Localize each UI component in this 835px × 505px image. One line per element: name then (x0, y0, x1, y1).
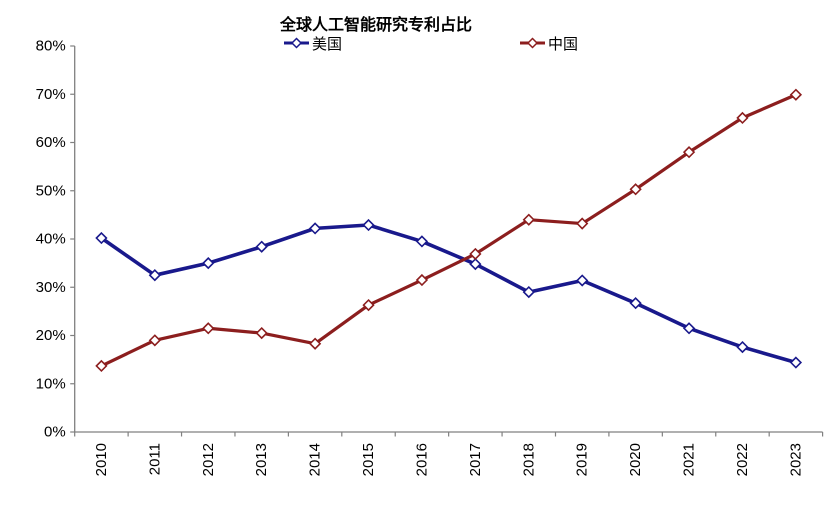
x-axis-label: 2019 (574, 443, 591, 476)
data-point-1 (736, 111, 749, 125)
data-point-0 (95, 231, 108, 245)
x-axis-label: 2016 (413, 443, 430, 476)
y-axis-label: 50% (36, 182, 66, 199)
data-point-1 (522, 213, 535, 226)
data-point-0 (415, 235, 429, 248)
x-axis-label: 2017 (467, 443, 484, 476)
data-point-0 (576, 274, 589, 287)
legend-label-us: 美国 (312, 35, 343, 53)
data-point-1 (362, 298, 375, 312)
data-point-0 (736, 340, 749, 354)
x-axis-label: 2013 (253, 443, 270, 476)
legend-item-us: 美国 (283, 33, 342, 53)
x-axis-label: 2010 (93, 443, 110, 476)
x-axis-label: 2018 (520, 443, 537, 476)
x-axis-label: 2022 (734, 443, 751, 476)
data-point-1 (95, 359, 108, 373)
x-axis-label: 2014 (307, 443, 324, 476)
data-point-0 (629, 297, 642, 310)
data-point-1 (415, 273, 429, 287)
china-line-marker-icon (520, 37, 545, 49)
data-point-0 (308, 222, 322, 235)
series-line-1 (99, 93, 798, 368)
data-point-0 (469, 257, 482, 271)
x-axis-label: 2012 (200, 443, 217, 476)
data-point-1 (576, 217, 589, 230)
x-axis-label: 2011 (146, 443, 163, 475)
data-point-0 (255, 240, 268, 253)
data-point-1 (629, 183, 642, 196)
data-point-0 (522, 285, 535, 299)
legend-item-china: 中国 (519, 33, 578, 53)
y-axis-label: 20% (36, 327, 66, 344)
x-axis-label: 2015 (360, 443, 377, 476)
data-point-0 (789, 356, 803, 369)
y-axis-label: 10% (36, 375, 66, 392)
y-axis-label: 70% (36, 86, 66, 103)
data-point-1 (308, 337, 322, 350)
y-axis-label: 60% (36, 134, 66, 151)
data-point-1 (255, 326, 268, 340)
us-line-marker-icon (284, 37, 309, 49)
y-axis-label: 0% (44, 424, 66, 441)
y-axis-label: 80% (36, 38, 66, 55)
y-axis-label: 30% (36, 279, 66, 296)
data-point-0 (362, 218, 375, 232)
data-point-1 (469, 247, 482, 261)
data-point-0 (202, 256, 215, 270)
x-axis-label: 2021 (681, 443, 698, 476)
legend-label-china: 中国 (548, 35, 579, 53)
data-point-0 (682, 322, 696, 335)
x-axis-label: 2020 (627, 443, 644, 476)
data-point-0 (148, 269, 161, 282)
x-axis-label: 2023 (787, 443, 804, 476)
chart-title: 全球人工智能研究专利占比 (279, 17, 473, 34)
y-axis-label: 40% (36, 231, 66, 248)
data-point-1 (202, 322, 215, 335)
data-point-1 (789, 88, 803, 101)
chart-legend: 美国 中国 (0, 33, 835, 53)
series-line-0 (99, 223, 798, 365)
data-point-1 (148, 334, 161, 347)
axis-lines (74, 46, 823, 433)
data-point-1 (682, 146, 696, 159)
